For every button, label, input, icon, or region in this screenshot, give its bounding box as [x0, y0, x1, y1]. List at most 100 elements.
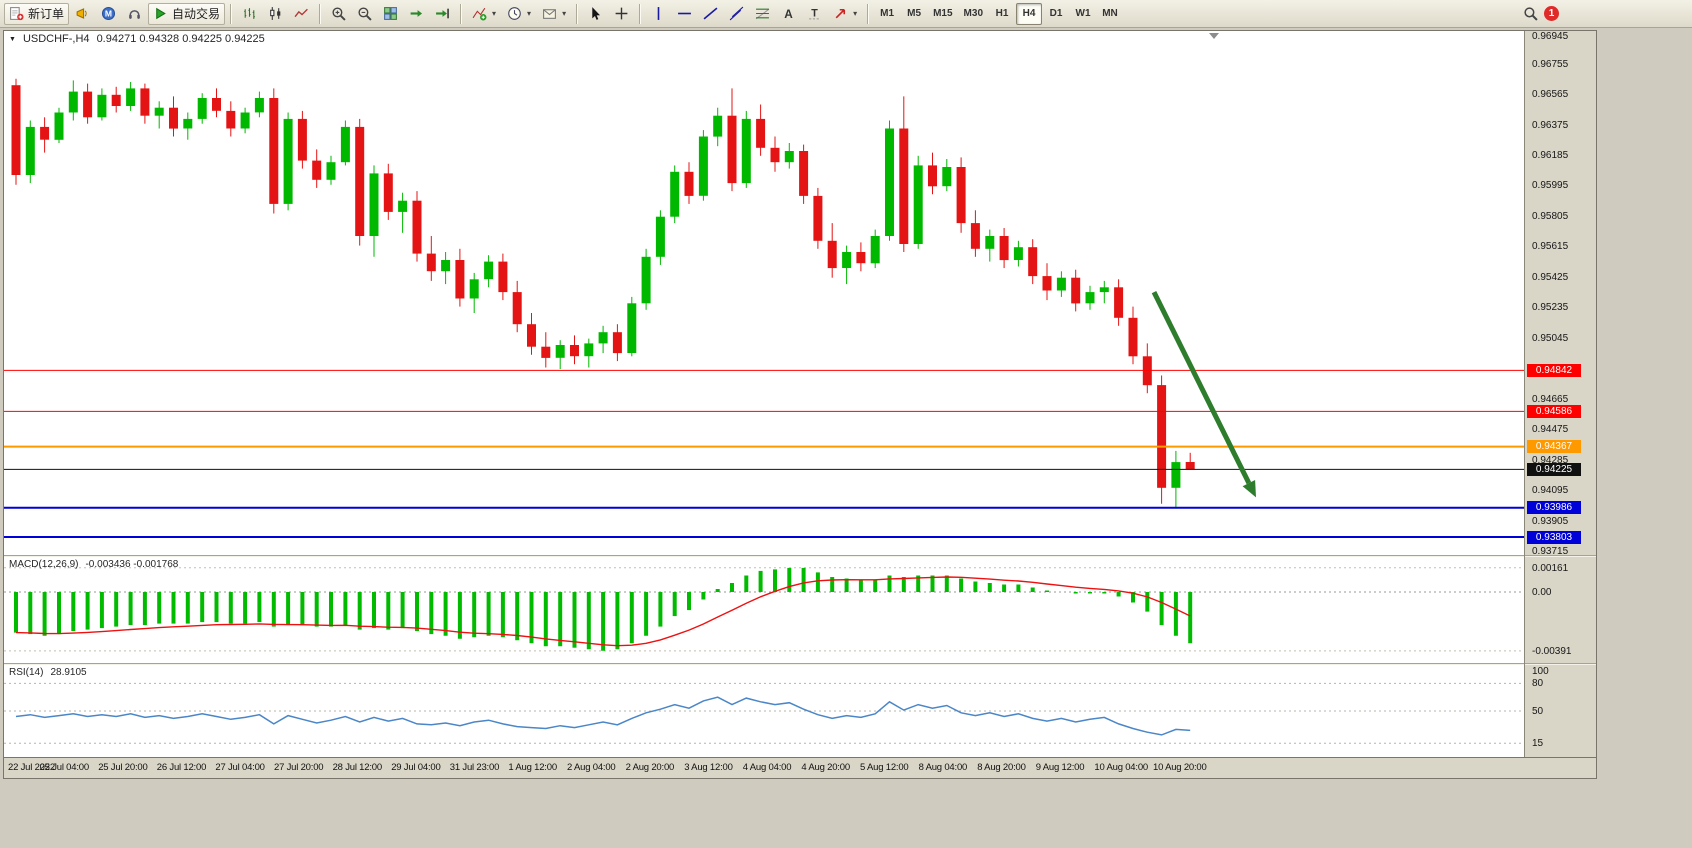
fibonacci-icon: [755, 8, 770, 20]
zoom-in-button[interactable]: [326, 3, 351, 25]
axis-divider: [1524, 31, 1525, 757]
community-button[interactable]: M: [96, 3, 121, 25]
cursor-button[interactable]: [583, 3, 608, 25]
axis-tick: 0.95235: [1532, 302, 1569, 314]
time-axis[interactable]: 22 Jul 2022 25 Jul 04:00 25 Jul 20:00 26 Ju…: [4, 757, 1596, 778]
support-button[interactable]: [122, 3, 147, 25]
axis-tick: 50: [1532, 706, 1544, 717]
macd-plot[interactable]: [4, 557, 1524, 663]
auto-trading-button[interactable]: 自动交易: [148, 2, 226, 25]
auto-trading-label: 自动交易: [172, 7, 221, 21]
price-badge: 0.94586: [1527, 404, 1581, 418]
trendline-button[interactable]: [698, 3, 723, 25]
axis-tick: 15: [1532, 738, 1544, 750]
channel-button[interactable]: [724, 3, 749, 25]
price-axis[interactable]: 0.96945 0.96755 0.96565 0.96375 0.96185 0.959…: [1525, 31, 1596, 557]
price-badge: 0.94842: [1527, 363, 1581, 377]
cursor-icon: [592, 7, 601, 20]
rsi-plot[interactable]: [4, 665, 1524, 757]
horizontal-line-icon: [678, 12, 692, 15]
bar-chart-button[interactable]: [237, 3, 262, 25]
axis-tick: 0.95995: [1532, 180, 1569, 192]
text-button[interactable]: A: [776, 3, 801, 25]
rsi-pane[interactable]: RSI(14) 28.9105: [4, 665, 1524, 757]
timeframe-m30[interactable]: M30: [959, 3, 988, 25]
timeframe-mn[interactable]: MN: [1097, 3, 1123, 25]
dropdown-caret-icon: ▾: [527, 9, 532, 18]
axis-tick: 0.95805: [1532, 210, 1569, 222]
community-icon: M: [101, 6, 116, 21]
megaphone-icon: [76, 8, 87, 19]
horizontal-line-button[interactable]: [672, 3, 697, 25]
new-order-label: 新订单: [28, 7, 65, 21]
time-label: 5 Aug 12:00: [860, 762, 909, 773]
candlestick-chart-button[interactable]: [263, 3, 288, 25]
macd-axis[interactable]: 0.00161 0.00 -0.00391: [1525, 557, 1596, 663]
macd-pane[interactable]: MACD(12,26,9) -0.003436 -0.001768: [4, 557, 1524, 663]
announcements-button[interactable]: [70, 3, 95, 25]
line-chart-button[interactable]: [289, 3, 314, 25]
candlestick-plot[interactable]: [4, 31, 1524, 555]
main-chart-pane[interactable]: ▼ USDCHF-,H4 0.94271 0.94328 0.94225 0.9…: [4, 31, 1524, 555]
template-icon: [543, 9, 556, 19]
timeframe-d1[interactable]: D1: [1043, 3, 1069, 25]
auto-scroll-button[interactable]: [404, 3, 429, 25]
fibonacci-button[interactable]: [750, 3, 775, 25]
templates-button[interactable]: ▾: [537, 3, 571, 25]
text-label-button[interactable]: T: [802, 3, 827, 25]
arrows-icon: [835, 8, 846, 19]
search-button[interactable]: [1518, 3, 1543, 25]
arrows-button[interactable]: ▾: [828, 3, 862, 25]
timeframe-w1[interactable]: W1: [1070, 3, 1096, 25]
headset-icon: [129, 10, 140, 19]
price-badge: 0.93803: [1527, 530, 1581, 544]
new-order-icon: [10, 7, 24, 21]
timeframe-m15[interactable]: M15: [928, 3, 957, 25]
auto-scroll-icon: [410, 10, 423, 17]
bar-chart-icon: [244, 8, 255, 19]
time-label: 8 Aug 20:00: [977, 762, 1026, 773]
zoom-out-button[interactable]: [352, 3, 377, 25]
timeframe-m5[interactable]: M5: [901, 3, 927, 25]
time-label: 26 Jul 12:00: [156, 762, 207, 773]
crosshair-icon: [615, 7, 628, 20]
time-label: 25 Jul 20:00: [98, 762, 148, 773]
new-order-button[interactable]: 新订单: [4, 2, 70, 25]
rsi-axis[interactable]: 100 80 50 15: [1525, 665, 1596, 757]
axis-tick: -0.00391: [1532, 645, 1572, 657]
axis-tick: 100: [1532, 666, 1549, 677]
axis-tick: 0.96185: [1532, 149, 1569, 161]
vertical-line-icon: [657, 7, 660, 20]
text-icon: A: [784, 8, 793, 21]
zoom-in-icon: [332, 7, 346, 21]
timeframe-h1[interactable]: H1: [989, 3, 1015, 25]
timeframe-m1[interactable]: M1: [874, 3, 900, 25]
crosshair-button[interactable]: [609, 3, 634, 25]
indicators-button[interactable]: ▾: [467, 3, 501, 25]
pane-splitter[interactable]: [4, 663, 1596, 665]
periods-button[interactable]: ▾: [502, 3, 536, 25]
toolbar-separator: [460, 3, 463, 24]
time-label: 28 Jul 12:00: [332, 762, 383, 773]
axis-tick: 0.00161: [1532, 562, 1569, 574]
tile-windows-button[interactable]: [378, 3, 403, 25]
vertical-line-button[interactable]: [646, 3, 671, 25]
chart-shift-marker-icon[interactable]: [1209, 33, 1219, 39]
toolbar-separator: [639, 3, 642, 24]
toolbar-separator: [576, 3, 579, 24]
time-label: 4 Aug 04:00: [742, 762, 792, 773]
time-label: 29 Jul 04:00: [391, 762, 441, 773]
dropdown-caret-icon: ▾: [853, 9, 858, 18]
axis-tick: 0.95045: [1532, 332, 1569, 344]
time-label: 8 Aug 04:00: [918, 762, 968, 773]
zoom-out-icon: [358, 7, 372, 21]
time-label: 1 Aug 12:00: [508, 762, 557, 773]
chart-shift-button[interactable]: [430, 3, 455, 25]
chart-window[interactable]: ▼ USDCHF-,H4 0.94271 0.94328 0.94225 0.9…: [3, 30, 1597, 779]
timeframe-h4[interactable]: H4: [1016, 2, 1042, 25]
svg-text:M: M: [105, 9, 112, 19]
pane-splitter[interactable]: [4, 555, 1596, 557]
time-label: 4 Aug 20:00: [801, 762, 850, 773]
notification-badge[interactable]: 1: [1544, 6, 1559, 21]
